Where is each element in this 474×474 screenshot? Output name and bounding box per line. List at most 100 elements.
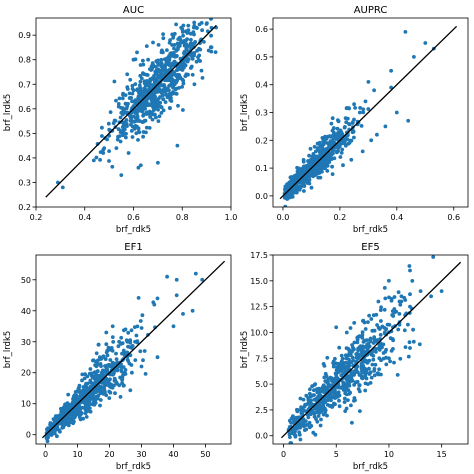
ef5-point xyxy=(336,394,341,398)
auc-point xyxy=(130,135,135,139)
auprc-point xyxy=(323,134,327,139)
ef5-point xyxy=(418,289,423,293)
auc-point xyxy=(183,63,188,68)
ef5-point xyxy=(362,320,367,325)
ef1-point xyxy=(138,319,143,323)
auc-point xyxy=(116,102,121,106)
ef5-point xyxy=(379,305,383,310)
auc-point xyxy=(198,3,202,7)
auc-point xyxy=(60,185,65,190)
ef1-point xyxy=(71,394,76,399)
auc-y-tick-label: 0.4 xyxy=(18,154,31,163)
auc-point xyxy=(163,100,168,104)
ef5-point xyxy=(348,353,353,357)
ef5-point xyxy=(377,348,382,352)
ef5-point xyxy=(323,371,328,376)
ef5-point xyxy=(382,307,387,312)
ef1-point xyxy=(68,402,72,407)
ef1-point xyxy=(90,390,95,395)
ef1-point xyxy=(66,414,71,419)
ef5-x-axis-label: brf_rdk5 xyxy=(353,462,388,472)
auprc-point xyxy=(290,181,295,186)
ef5-point xyxy=(387,356,391,361)
ef5-point xyxy=(319,417,323,422)
ef5-point xyxy=(352,396,357,400)
auprc-point xyxy=(322,148,326,153)
ef5-point xyxy=(367,313,371,318)
auc-point xyxy=(175,143,180,148)
auprc-point xyxy=(325,169,330,173)
auc-point xyxy=(161,97,166,101)
ef1-point xyxy=(123,372,128,376)
auc-point xyxy=(120,96,125,101)
auc-point xyxy=(184,42,189,46)
ef5-point xyxy=(417,342,422,347)
auc-point xyxy=(176,103,180,108)
ef1-point xyxy=(106,383,110,387)
ef1-point xyxy=(174,277,179,282)
auprc-point xyxy=(412,55,416,59)
auc-point xyxy=(174,48,179,53)
ef1-x-tick-label: 20 xyxy=(104,450,114,459)
auc-point xyxy=(135,124,139,129)
auprc-point xyxy=(334,145,339,150)
auprc-point xyxy=(335,136,340,141)
auprc-point xyxy=(327,157,331,162)
ef5-point xyxy=(304,393,309,398)
ef5-point xyxy=(408,304,412,309)
auc-point xyxy=(124,135,128,140)
ef5-point xyxy=(407,340,412,345)
ef5-point xyxy=(398,302,403,307)
ef5-point xyxy=(320,389,325,394)
auprc-point xyxy=(361,107,366,112)
ef5-point xyxy=(356,387,361,391)
ef5-point xyxy=(344,330,349,335)
auc-point xyxy=(206,8,210,12)
auc-point xyxy=(127,91,132,96)
auc-point xyxy=(138,91,142,96)
auc-point xyxy=(175,73,180,77)
ef5-point xyxy=(360,336,365,340)
ef5-y-tick-label: 15.0 xyxy=(250,277,268,286)
auprc-y-tick-label: 0.0 xyxy=(255,192,268,201)
auprc-point xyxy=(321,142,326,147)
auc-point xyxy=(166,93,171,98)
auprc-point xyxy=(383,124,388,129)
auc-point xyxy=(165,69,170,73)
auprc-point xyxy=(406,118,411,123)
auprc-point xyxy=(358,106,362,110)
auc-point xyxy=(150,101,155,106)
ef5-point xyxy=(371,357,376,362)
auprc-point xyxy=(327,144,331,148)
ef5-point xyxy=(352,340,357,345)
auc-y-tick-label: 0.8 xyxy=(18,56,31,65)
ef5-point xyxy=(390,313,395,317)
ef5-point xyxy=(363,327,368,331)
ef5-point xyxy=(302,409,307,413)
ef1-y-axis-label: brf_lrdk5 xyxy=(3,331,13,369)
auc-point xyxy=(121,121,126,126)
auc-point xyxy=(135,114,140,119)
auprc-title: AUPRC xyxy=(354,5,388,16)
auc-point xyxy=(189,37,193,42)
ef5-point xyxy=(325,380,330,385)
ef1-point xyxy=(98,403,102,408)
ef5-point xyxy=(355,340,360,345)
ef5-point xyxy=(398,356,403,361)
auprc-point xyxy=(309,171,314,176)
auc-point xyxy=(159,57,164,62)
ef1-point xyxy=(119,368,124,372)
auc-point xyxy=(209,33,214,38)
auc-point xyxy=(153,64,158,69)
panel-ef1: 0 10 20 30 40 50 0 10 20 30 40 50 EF1 brf_rdk5 brf_lrd… xyxy=(3,242,232,472)
ef1-point xyxy=(121,383,126,388)
ef1-point xyxy=(83,372,87,377)
ef5-point xyxy=(399,294,404,299)
auprc-point xyxy=(303,179,307,184)
ef5-point xyxy=(387,295,391,300)
ef5-point xyxy=(312,388,316,393)
ef1-point xyxy=(72,419,76,424)
ef5-axes-frame xyxy=(272,254,469,445)
auc-point xyxy=(161,93,165,98)
ef1-point xyxy=(106,345,111,350)
